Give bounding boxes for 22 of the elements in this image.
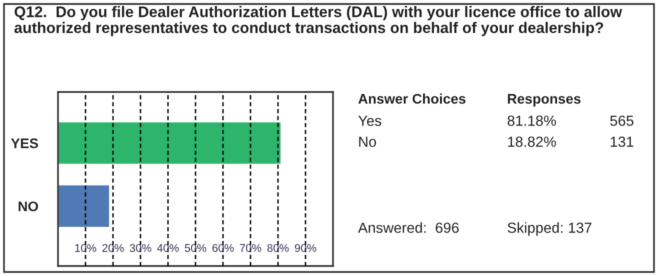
x-tick-label: 20% [102, 244, 124, 252]
x-tick-label: 70% [240, 244, 262, 252]
text: No [359, 136, 376, 147]
text: 565 [610, 116, 634, 126]
x-tick-label: 60% [212, 244, 234, 252]
text: Skipped: 137 [508, 222, 592, 236]
x-tick-label: 80% [267, 244, 289, 252]
text: Answer Choices [358, 94, 466, 104]
text: 18.82% [508, 136, 556, 147]
x-tick-label: 90% [294, 244, 316, 252]
text: Answered: 696 [358, 222, 459, 233]
x-tick-label: 40% [157, 244, 179, 252]
x-tick-label: 50% [184, 244, 206, 252]
y-tick-label: NO [18, 201, 38, 212]
chart-title: Q12. Do you file Dealer Authorization Letters (DAL) with your licence office to allow authorized representatives to conduct transactions on behalf of your dealership? [14, 6, 622, 36]
x-tick-label: 30% [130, 244, 152, 252]
x-tick-label: 10% [75, 244, 96, 252]
text: 131 [610, 136, 634, 147]
text: Responses [508, 94, 581, 106]
y-tick-label: YES [11, 138, 38, 148]
text: 81.18% [508, 116, 556, 126]
text: Yes [358, 116, 382, 126]
